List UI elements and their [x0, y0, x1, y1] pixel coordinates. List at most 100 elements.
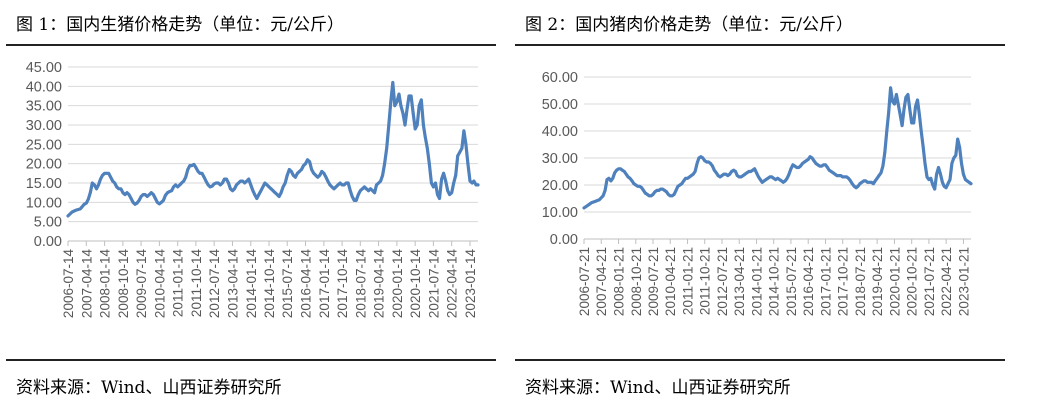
- data-point: [438, 197, 441, 200]
- data-point: [74, 208, 78, 212]
- bottom-rule: [515, 359, 1005, 361]
- data-point: [682, 179, 686, 183]
- data-point: [933, 187, 937, 191]
- data-point: [407, 94, 411, 98]
- data-point: [847, 176, 850, 180]
- data-point: [891, 99, 894, 103]
- data-point: [399, 104, 403, 108]
- data-point: [324, 175, 328, 179]
- data-point: [131, 200, 135, 204]
- data-point: [375, 183, 378, 187]
- data-point: [208, 185, 212, 189]
- data-point: [397, 92, 401, 96]
- data-point: [923, 162, 927, 165]
- data-point: [107, 171, 110, 175]
- data-point: [111, 179, 115, 183]
- x-tick-label: 2020-01-14: [390, 249, 405, 319]
- x-tick-label: 2014-01-14: [244, 249, 259, 319]
- data-point: [755, 171, 758, 175]
- data-point: [470, 181, 474, 185]
- data-point: [893, 102, 896, 106]
- data-point: [289, 170, 293, 173]
- x-tick-label: 2021-07-21: [922, 247, 937, 316]
- data-point: [877, 174, 881, 178]
- data-point: [670, 194, 674, 198]
- data-point: [340, 183, 344, 187]
- data-point: [95, 187, 98, 191]
- data-point: [810, 156, 814, 160]
- y-tick-label: 30.00: [26, 118, 62, 134]
- data-point: [709, 162, 712, 165]
- data-point: [944, 186, 948, 190]
- data-point: [921, 145, 925, 149]
- data-point: [267, 185, 271, 189]
- data-point: [117, 187, 121, 191]
- data-point: [143, 193, 147, 197]
- x-tick-label: 2008-10-14: [116, 249, 131, 319]
- data-point: [306, 158, 309, 162]
- x-tick-label: 2016-04-21: [801, 247, 816, 316]
- data-point: [275, 193, 279, 197]
- data-point: [703, 159, 707, 163]
- data-point: [93, 183, 96, 187]
- data-point: [365, 187, 368, 191]
- x-tick-label: 2008-01-21: [612, 247, 627, 316]
- data-point: [962, 172, 965, 176]
- data-point: [257, 193, 261, 197]
- data-point: [194, 166, 198, 169]
- data-point: [464, 142, 468, 146]
- data-point: [425, 146, 429, 150]
- data-point: [103, 171, 106, 175]
- x-tick-label: 2022-04-21: [939, 247, 954, 316]
- data-point: [342, 183, 346, 187]
- data-point: [227, 181, 230, 185]
- x-tick-label: 2009-07-21: [646, 247, 661, 316]
- data-point: [135, 201, 139, 205]
- data-point: [188, 164, 192, 167]
- data-point: [221, 181, 224, 185]
- data-point: [176, 185, 180, 189]
- x-tick-label: 2020-10-21: [905, 247, 920, 316]
- data-point: [109, 175, 113, 179]
- data-point: [875, 176, 879, 180]
- data-point: [330, 185, 334, 189]
- data-point: [113, 181, 117, 185]
- x-tick-label: 2017-10-14: [335, 249, 350, 319]
- x-tick-label: 2011-10-14: [189, 249, 204, 318]
- data-point: [701, 156, 705, 160]
- data-point: [887, 110, 891, 114]
- data-point: [835, 174, 839, 178]
- y-tick-label: 35.00: [26, 99, 62, 115]
- data-point: [749, 170, 753, 173]
- data-point: [186, 168, 190, 171]
- data-point: [615, 168, 618, 172]
- data-point: [827, 168, 831, 172]
- x-tick-label: 2023-01-21: [956, 247, 971, 316]
- chart-pork-price: 60.00 50.00 40.00 30.00 20.00 10.00 0.002006-0…: [542, 70, 973, 316]
- data-point: [369, 187, 372, 191]
- data-point: [868, 180, 871, 184]
- x-tick-label: 2021-07-14: [426, 249, 441, 319]
- x-tick-label: 2010-04-21: [663, 247, 678, 316]
- data-point: [849, 179, 852, 183]
- data-point: [873, 179, 877, 183]
- x-tick-label: 2023-01-14: [463, 249, 478, 319]
- data-point: [97, 183, 100, 187]
- data-point: [356, 193, 360, 197]
- data-point: [613, 171, 617, 175]
- y-tick-label: 15.00: [26, 176, 62, 192]
- data-point: [895, 93, 898, 96]
- data-point: [287, 168, 291, 171]
- data-point: [422, 123, 425, 127]
- data-point: [824, 163, 827, 167]
- data-point: [84, 201, 88, 205]
- data-point: [298, 170, 301, 173]
- data-point: [239, 179, 243, 183]
- data-point: [898, 113, 902, 117]
- x-tick-label: 2011-10-21: [698, 247, 713, 315]
- data-point: [714, 171, 718, 175]
- figure-source: 资料来源：Wind、山西证券研究所: [525, 378, 791, 398]
- data-point: [263, 181, 267, 185]
- data-point: [137, 199, 141, 202]
- x-tick-label: 2008-10-21: [629, 247, 644, 316]
